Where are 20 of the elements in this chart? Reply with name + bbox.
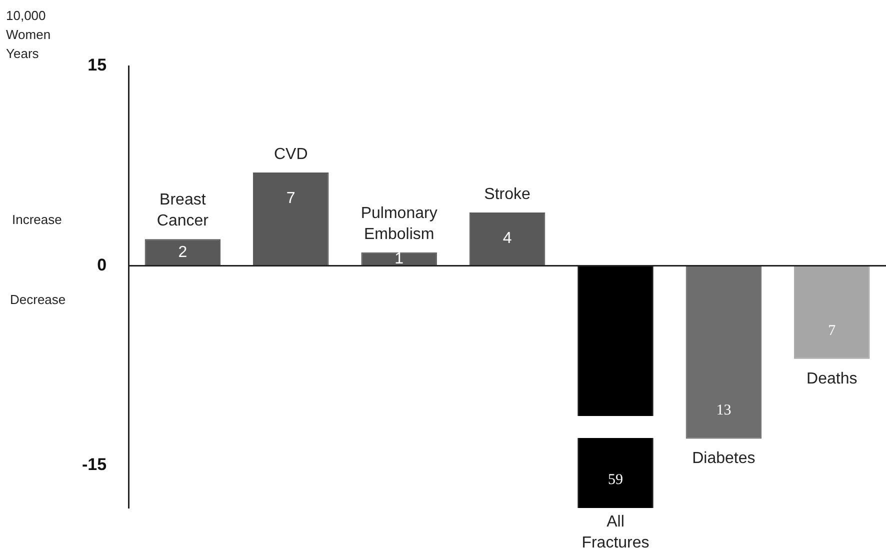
x-tick-label: CVD [274,146,308,163]
x-tick-label: Stroke [484,186,531,203]
x-tick-label: Diabetes [692,450,756,468]
data-label: 4 [502,230,512,247]
data-label: 7 [828,322,836,339]
y-tick-label: -15 [82,455,107,474]
text: Increase [12,211,62,229]
x-tick-label: Pulmonary Embolism [360,204,438,243]
data-label: 13 [716,402,732,419]
y-tick-label: 15 [88,56,107,75]
y-axis-title: 10,000 Women Years [6,7,52,63]
x-tick-label: Breast Cancer [156,191,210,230]
x-tick-label: All Fractures [582,513,650,552]
x-tick-label: Deaths [806,370,858,388]
data-label: 7 [286,190,296,207]
data-label: 1 [394,250,404,268]
data-label: 59 [608,472,623,488]
text: Decrease [10,291,66,309]
y-tick-label: 0 [97,255,107,274]
data-label: 2 [178,244,188,261]
